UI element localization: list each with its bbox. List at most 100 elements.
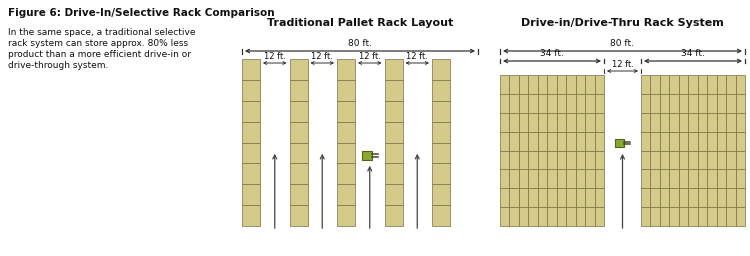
Text: 34 ft.: 34 ft.	[540, 49, 564, 59]
Bar	[726, 169, 736, 188]
Bar	[432, 101, 450, 122]
Bar	[698, 132, 707, 151]
Bar	[548, 75, 556, 94]
Bar	[528, 132, 538, 151]
Bar	[660, 207, 669, 226]
Bar	[509, 132, 519, 151]
Bar	[726, 75, 736, 94]
Bar	[548, 188, 556, 207]
Bar	[736, 188, 745, 207]
Bar	[432, 184, 450, 205]
Bar	[669, 113, 679, 132]
Bar	[576, 132, 585, 151]
Bar	[337, 184, 355, 205]
Bar	[669, 151, 679, 169]
Bar	[337, 163, 355, 184]
Bar	[726, 151, 736, 169]
Bar	[698, 94, 707, 113]
Bar	[566, 113, 576, 132]
Bar	[519, 94, 528, 113]
Bar	[509, 94, 519, 113]
Bar	[432, 205, 450, 226]
Bar	[688, 113, 698, 132]
Bar	[736, 207, 745, 226]
Bar	[641, 94, 650, 113]
Bar	[509, 151, 519, 169]
Bar	[519, 151, 528, 169]
Bar	[500, 75, 509, 94]
Bar	[385, 143, 403, 163]
Bar	[290, 122, 308, 143]
Text: 12 ft.: 12 ft.	[358, 52, 381, 61]
Text: In the same space, a traditional selective: In the same space, a traditional selecti…	[8, 28, 196, 37]
Bar	[698, 113, 707, 132]
Bar	[576, 75, 585, 94]
Bar	[242, 205, 260, 226]
Bar	[385, 101, 403, 122]
Bar	[707, 94, 717, 113]
Text: rack system can store approx. 80% less: rack system can store approx. 80% less	[8, 39, 188, 48]
Bar	[548, 94, 556, 113]
Bar	[432, 80, 450, 101]
Bar	[556, 113, 566, 132]
Bar	[650, 169, 660, 188]
Bar	[660, 94, 669, 113]
Bar	[717, 207, 726, 226]
Bar	[641, 169, 650, 188]
Bar	[650, 188, 660, 207]
Bar	[500, 188, 509, 207]
Bar	[519, 113, 528, 132]
Bar	[566, 151, 576, 169]
Bar	[736, 132, 745, 151]
Bar	[688, 132, 698, 151]
Bar	[337, 59, 355, 80]
Bar	[548, 169, 556, 188]
Bar	[641, 151, 650, 169]
Bar	[538, 113, 548, 132]
Bar	[660, 75, 669, 94]
Bar	[385, 184, 403, 205]
Bar	[660, 169, 669, 188]
Bar	[679, 169, 688, 188]
Text: 80 ft.: 80 ft.	[610, 39, 634, 48]
Bar	[528, 75, 538, 94]
Bar	[385, 205, 403, 226]
Bar	[707, 113, 717, 132]
Bar	[566, 169, 576, 188]
Text: 12 ft.: 12 ft.	[311, 52, 333, 61]
Bar	[362, 151, 372, 160]
Text: 34 ft.: 34 ft.	[681, 49, 705, 59]
Bar	[688, 151, 698, 169]
Bar	[528, 207, 538, 226]
Bar	[595, 151, 604, 169]
Bar	[538, 151, 548, 169]
Bar	[717, 188, 726, 207]
Bar	[660, 188, 669, 207]
Bar	[548, 113, 556, 132]
Bar	[538, 75, 548, 94]
Bar	[595, 94, 604, 113]
Bar	[509, 113, 519, 132]
Bar	[717, 151, 726, 169]
Bar	[385, 163, 403, 184]
Bar	[707, 169, 717, 188]
Bar	[717, 169, 726, 188]
Bar	[432, 143, 450, 163]
Bar	[290, 101, 308, 122]
Bar	[509, 207, 519, 226]
Bar	[432, 122, 450, 143]
Bar	[500, 151, 509, 169]
Bar	[650, 94, 660, 113]
Bar	[242, 143, 260, 163]
Bar	[585, 207, 595, 226]
Bar	[669, 75, 679, 94]
Bar	[576, 169, 585, 188]
Bar	[528, 188, 538, 207]
Bar	[726, 94, 736, 113]
Bar	[556, 188, 566, 207]
Bar	[566, 188, 576, 207]
Bar	[519, 75, 528, 94]
Bar	[337, 101, 355, 122]
Bar	[290, 80, 308, 101]
Bar	[242, 80, 260, 101]
